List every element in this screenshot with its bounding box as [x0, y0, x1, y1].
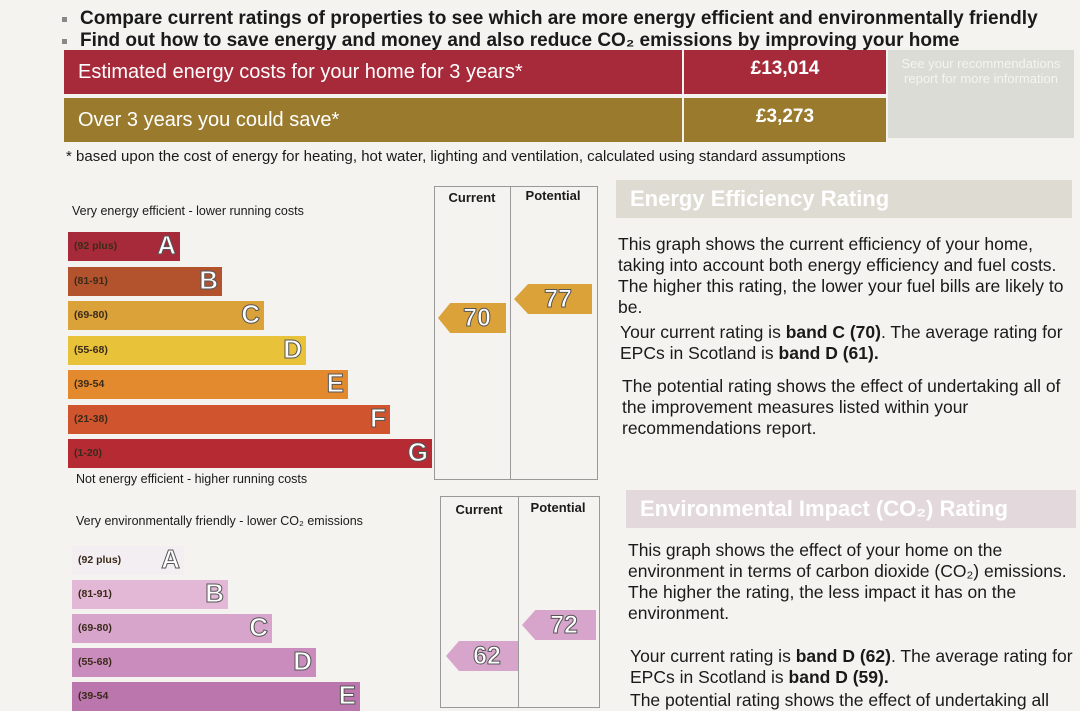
- energy-bottom-caption: Not energy efficient - higher running co…: [76, 472, 308, 486]
- band-letter: E: [326, 368, 344, 399]
- env-top-caption: Very environmentally friendly - lower CO…: [76, 514, 363, 528]
- energy-current-column: [434, 186, 512, 480]
- band-letter: F: [370, 402, 387, 433]
- energy-current-rating: 70: [438, 303, 506, 333]
- energy-potential-column: [510, 186, 598, 480]
- energy-efficiency-title: Energy Efficiency Rating: [616, 180, 1072, 218]
- bullet-save-energy: Find out how to save energy and money an…: [62, 30, 1072, 52]
- env-description: This graph shows the effect of your home…: [628, 540, 1067, 623]
- cost-label-savings: Over 3 years you could save*: [78, 109, 340, 131]
- env-impact-title: Environmental Impact (CO₂) Rating: [626, 490, 1076, 528]
- band-letter: G: [407, 437, 428, 468]
- cost-footnote: * based upon the cost of energy for heat…: [66, 148, 846, 165]
- energy-cost-table: Estimated energy costs for your home for…: [64, 50, 886, 146]
- env-current-column: [440, 496, 520, 708]
- band-e: (39-54 E: [72, 680, 360, 711]
- band-range-label: (81-91): [78, 588, 112, 600]
- band-range-label: (92 plus): [74, 240, 118, 252]
- intro-bullets: Compare current ratings of properties to…: [62, 8, 1072, 52]
- band-g: (1-20) G: [68, 437, 432, 468]
- env-current-rating: 62: [446, 641, 518, 671]
- band-letter: A: [157, 230, 177, 261]
- env-potential-statement: The potential rating shows the effect of…: [630, 690, 1049, 710]
- cost-value-savings: £3,273: [682, 98, 886, 142]
- cost-label-estimated: Estimated energy costs for your home for…: [78, 61, 523, 83]
- band-f: (21-38) F: [68, 402, 390, 434]
- band-range-label: (21-38): [74, 412, 108, 425]
- energy-current-header: Current: [448, 190, 496, 205]
- band-letter: D: [283, 333, 303, 364]
- band-a: (92 plus) A: [72, 544, 184, 575]
- band-b: (81-91) B: [68, 264, 222, 296]
- cost-value-estimated: £13,014: [682, 50, 886, 94]
- band-range-label: (69-80): [74, 309, 108, 321]
- band-range-label: (1-20): [74, 447, 103, 459]
- band-range-label: (55-68): [78, 656, 112, 668]
- env-current-statement: Your current rating is band D (62). The …: [630, 646, 1073, 687]
- band-letter: A: [161, 544, 181, 575]
- band-a: (92 plus) A: [68, 230, 180, 261]
- band-b: (81-91) B: [72, 578, 228, 609]
- see-recommendations-note: See your recommendations report for more…: [888, 50, 1074, 138]
- cost-row-savings: Over 3 years you could save* £3,273: [64, 98, 886, 142]
- band-range-label: (39-54: [74, 378, 105, 390]
- env-potential-column: [518, 496, 600, 708]
- band-letter: E: [338, 680, 356, 711]
- band-d: (55-68) D: [68, 333, 306, 365]
- band-letter: D: [293, 646, 313, 677]
- energy-current-statement: Your current rating is band C (70). The …: [620, 322, 1063, 363]
- energy-potential-header: Potential: [525, 188, 581, 203]
- energy-potential-rating: 77: [514, 284, 592, 314]
- band-e: (39-54 E: [68, 368, 348, 399]
- band-letter: B: [205, 578, 225, 609]
- band-d: (55-68) D: [72, 646, 316, 677]
- band-letter: C: [241, 299, 261, 330]
- env-potential-header: Potential: [530, 500, 586, 515]
- band-letter: B: [199, 264, 219, 295]
- env-potential-rating: 72: [522, 610, 596, 640]
- band-range-label: (92 plus): [78, 554, 122, 566]
- energy-description: This graph shows the current efficiency …: [618, 234, 1064, 317]
- cost-row-estimated: Estimated energy costs for your home for…: [64, 50, 886, 94]
- band-c: (69-80) C: [68, 299, 264, 330]
- band-c: (69-80) C: [72, 612, 272, 643]
- band-range-label: (81-91): [74, 274, 108, 287]
- band-range-label: (55-68): [74, 343, 108, 356]
- bullet-compare: Compare current ratings of properties to…: [62, 8, 1072, 30]
- band-range-label: (69-80): [78, 622, 112, 634]
- env-current-header: Current: [455, 502, 503, 517]
- band-range-label: (39-54: [78, 690, 109, 702]
- energy-potential-statement: The potential rating shows the effect of…: [622, 376, 1061, 438]
- band-letter: C: [249, 612, 269, 643]
- energy-top-caption: Very energy efficient - lower running co…: [72, 204, 304, 218]
